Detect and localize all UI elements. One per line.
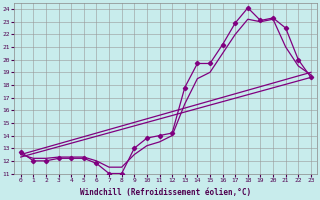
X-axis label: Windchill (Refroidissement éolien,°C): Windchill (Refroidissement éolien,°C) bbox=[80, 188, 252, 197]
